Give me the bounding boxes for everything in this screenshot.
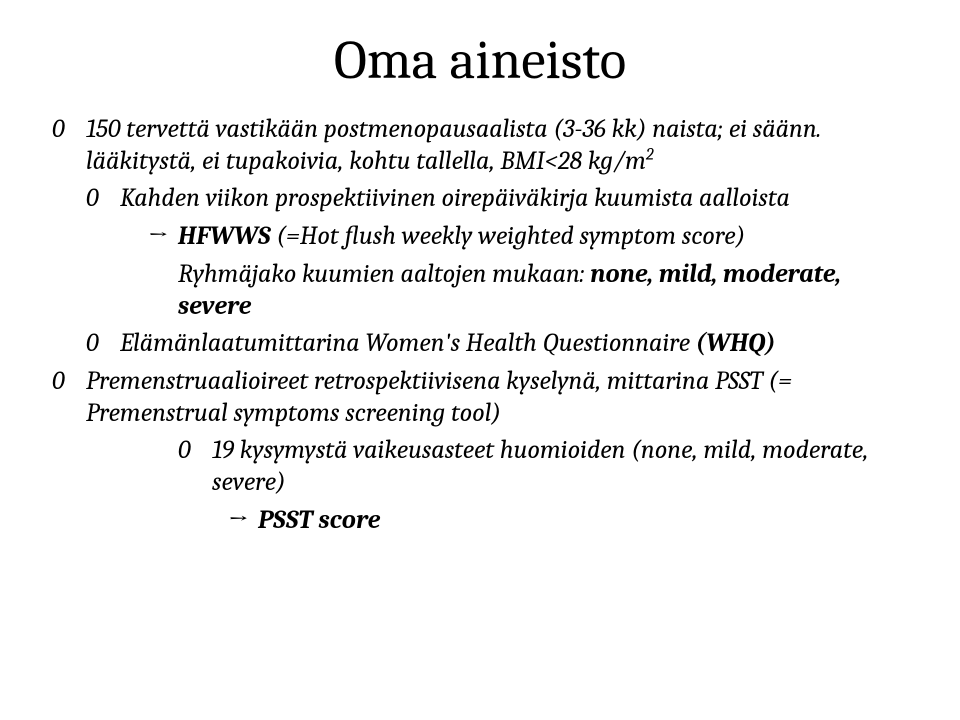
bullet-l3-hfwws: HFWWS (=Hot flush weekly weighted sympto… — [148, 221, 908, 253]
slide-body: 150 tervettä vastikään postmenopausaalis… — [52, 114, 908, 537]
bullet-l3-grouping: Ryhmäjako kuumien aaltojen mukaan: none,… — [178, 259, 908, 322]
superscript: 2 — [646, 145, 654, 164]
bullet-l2-whq: Elämänlaatumittarina Women's Health Ques… — [86, 328, 908, 360]
bullet-l1-psst: Premenstruaalioireet retrospektiivisena … — [52, 366, 908, 429]
bullet-l1-study-population: 150 tervettä vastikään postmenopausaalis… — [52, 114, 908, 177]
bullet-l2-diary: Kahden viikon prospektiivinen oirepäiväk… — [86, 183, 908, 215]
text: Ryhmäjako kuumien aaltojen mukaan: — [178, 259, 590, 289]
text: (=Hot flush weekly weighted symptom scor… — [271, 221, 746, 251]
text: PSST score — [258, 505, 380, 535]
text: Elämänlaatumittarina Women's Health Ques… — [120, 328, 696, 358]
text: 19 kysymystä vaikeusasteet huomioiden (n… — [212, 435, 869, 497]
slide: Oma aineisto 150 tervettä vastikään post… — [0, 0, 960, 720]
slide-title: Oma aineisto — [52, 28, 908, 92]
text: Premenstruaalioireet retrospektiivisena … — [86, 366, 792, 428]
text-bold: (WHQ) — [696, 328, 776, 358]
text: Kahden viikon prospektiivinen oirepäiväk… — [120, 183, 790, 213]
text-bold: HFWWS — [178, 221, 271, 251]
bullet-l4-questions: 19 kysymystä vaikeusasteet huomioiden (n… — [178, 435, 908, 498]
bullet-l5-psst-score: PSST score — [228, 505, 908, 537]
text: 150 tervettä vastikään postmenopausaalis… — [86, 114, 821, 176]
